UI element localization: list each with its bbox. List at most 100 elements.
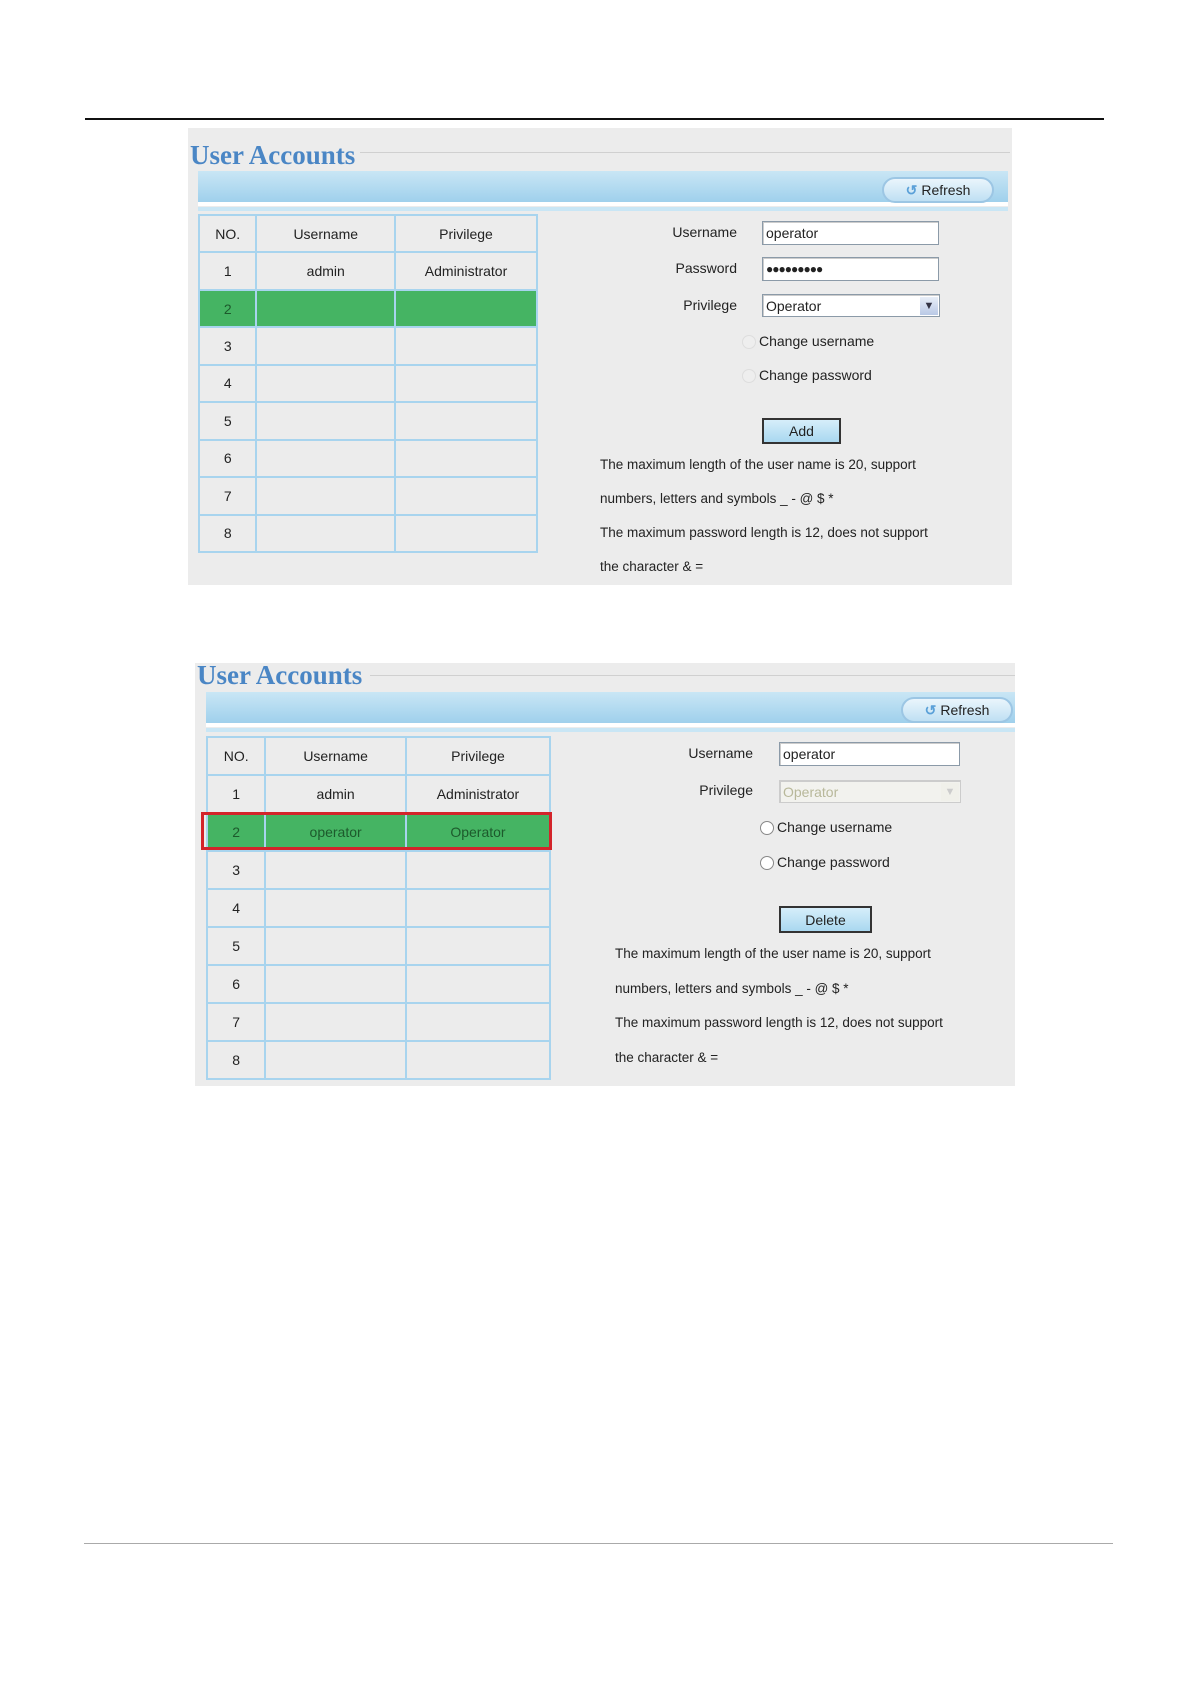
row-privilege: Operator xyxy=(404,812,552,852)
privilege-value: Operator xyxy=(783,783,839,800)
header-bar xyxy=(206,692,1015,727)
user-table: NO. Username Privilege 1 admin Administrator 2… xyxy=(205,736,552,1080)
privilege-select-disabled: Operator ▼ xyxy=(779,780,961,803)
change-password-label: Change password xyxy=(759,367,872,383)
row-username xyxy=(255,326,397,366)
row-privilege: Administrator xyxy=(394,251,538,291)
row-privilege xyxy=(394,438,538,479)
row-privilege xyxy=(404,1040,552,1080)
row-username: admin xyxy=(255,251,397,291)
table-row[interactable]: 4 xyxy=(197,363,538,404)
column-header: NO. xyxy=(197,213,258,254)
row-number: 6 xyxy=(205,964,267,1004)
row-number: 7 xyxy=(205,1002,267,1042)
header-bar-underline xyxy=(206,728,1015,732)
row-username xyxy=(264,888,407,928)
refresh-arrow-icon: ↺ xyxy=(905,181,918,198)
row-number: 4 xyxy=(197,363,258,404)
note-line: numbers, letters and symbols _ - @ $ * xyxy=(600,491,834,506)
refresh-label: Refresh xyxy=(940,702,990,718)
row-number: 1 xyxy=(197,251,258,291)
column-header: NO. xyxy=(205,736,267,776)
row-number: 8 xyxy=(205,1040,267,1080)
refresh-arrow-icon: ↺ xyxy=(924,701,937,718)
refresh-button[interactable]: ↺ Refresh xyxy=(882,177,994,203)
row-privilege xyxy=(404,1002,552,1042)
table-row[interactable]: 7 xyxy=(205,1002,552,1042)
row-number: 3 xyxy=(205,850,267,890)
row-privilege xyxy=(394,326,538,366)
delete-button[interactable]: Delete xyxy=(779,906,872,933)
row-number: 2 xyxy=(197,288,258,329)
password-label: Password xyxy=(675,260,737,276)
radio-icon[interactable] xyxy=(742,369,756,384)
row-username xyxy=(264,850,407,890)
row-privilege xyxy=(404,850,552,890)
table-header-row: NO. Username Privilege xyxy=(197,213,538,254)
chevron-down-icon: ▼ xyxy=(941,782,959,801)
table-row[interactable]: 6 xyxy=(197,438,538,479)
username-label: Username xyxy=(672,224,737,240)
row-username xyxy=(255,363,397,404)
radio-icon[interactable] xyxy=(760,821,774,836)
table-row[interactable]: 3 xyxy=(205,850,552,890)
row-username: admin xyxy=(264,774,407,814)
row-number: 5 xyxy=(197,401,258,441)
table-row[interactable]: 5 xyxy=(205,926,552,966)
row-number: 3 xyxy=(197,326,258,366)
row-username xyxy=(255,401,397,441)
note-line: numbers, letters and symbols _ - @ $ * xyxy=(615,981,849,996)
column-header: Username xyxy=(255,213,397,254)
change-password-option[interactable]: Change password xyxy=(742,367,872,384)
username-input[interactable]: operator xyxy=(779,742,960,766)
column-header: Username xyxy=(264,736,407,776)
row-number: 8 xyxy=(197,513,258,553)
refresh-button[interactable]: ↺ Refresh xyxy=(901,697,1013,723)
radio-icon[interactable] xyxy=(742,335,756,350)
add-button[interactable]: Add xyxy=(762,418,841,444)
table-row[interactable]: 8 xyxy=(197,513,538,553)
row-username xyxy=(255,438,397,479)
username-input[interactable]: operator xyxy=(762,221,939,245)
privilege-select[interactable]: Operator ▼ xyxy=(762,294,940,317)
table-row[interactable]: 4 xyxy=(205,888,552,928)
note-line: The maximum password length is 12, does … xyxy=(600,525,928,540)
table-row[interactable]: 5 xyxy=(197,401,538,441)
row-username xyxy=(264,926,407,966)
bottom-rule xyxy=(84,1543,1113,1544)
row-username xyxy=(255,476,397,516)
change-username-option[interactable]: Change username xyxy=(760,819,893,836)
change-username-label: Change username xyxy=(777,819,893,835)
table-row[interactable]: 1 admin Administrator xyxy=(197,251,538,291)
privilege-label: Privilege xyxy=(683,297,737,313)
row-privilege xyxy=(404,888,552,928)
change-username-option[interactable]: Change username xyxy=(742,333,875,350)
top-rule xyxy=(85,118,1104,120)
table-row[interactable]: 1 admin Administrator xyxy=(205,774,552,814)
change-password-label: Change password xyxy=(777,854,890,870)
panel-title: User Accounts xyxy=(190,140,356,170)
note-line: the character & = xyxy=(600,559,704,574)
table-row[interactable]: 8 xyxy=(205,1040,552,1080)
row-privilege xyxy=(394,476,538,516)
table-row[interactable]: 2 xyxy=(197,288,538,329)
note-line: The maximum length of the user name is 2… xyxy=(600,457,916,472)
note-line: The maximum password length is 12, does … xyxy=(615,1015,943,1030)
row-privilege xyxy=(394,363,538,404)
table-row[interactable]: 3 xyxy=(197,326,538,366)
row-username xyxy=(255,288,397,329)
change-username-label: Change username xyxy=(759,333,875,349)
header-bar-underline xyxy=(198,207,1008,211)
chevron-down-icon: ▼ xyxy=(920,296,938,315)
column-header: Privilege xyxy=(394,213,538,254)
row-privilege: Administrator xyxy=(404,774,552,814)
row-number: 6 xyxy=(197,438,258,479)
privilege-label: Privilege xyxy=(699,782,753,798)
title-divider xyxy=(360,152,1010,153)
table-row[interactable]: 6 xyxy=(205,964,552,1004)
password-input[interactable]: ●●●●●●●●● xyxy=(762,257,939,281)
row-number: 7 xyxy=(197,476,258,516)
radio-icon[interactable] xyxy=(760,856,774,871)
table-row[interactable]: 7 xyxy=(197,476,538,516)
change-password-option[interactable]: Change password xyxy=(760,854,890,871)
